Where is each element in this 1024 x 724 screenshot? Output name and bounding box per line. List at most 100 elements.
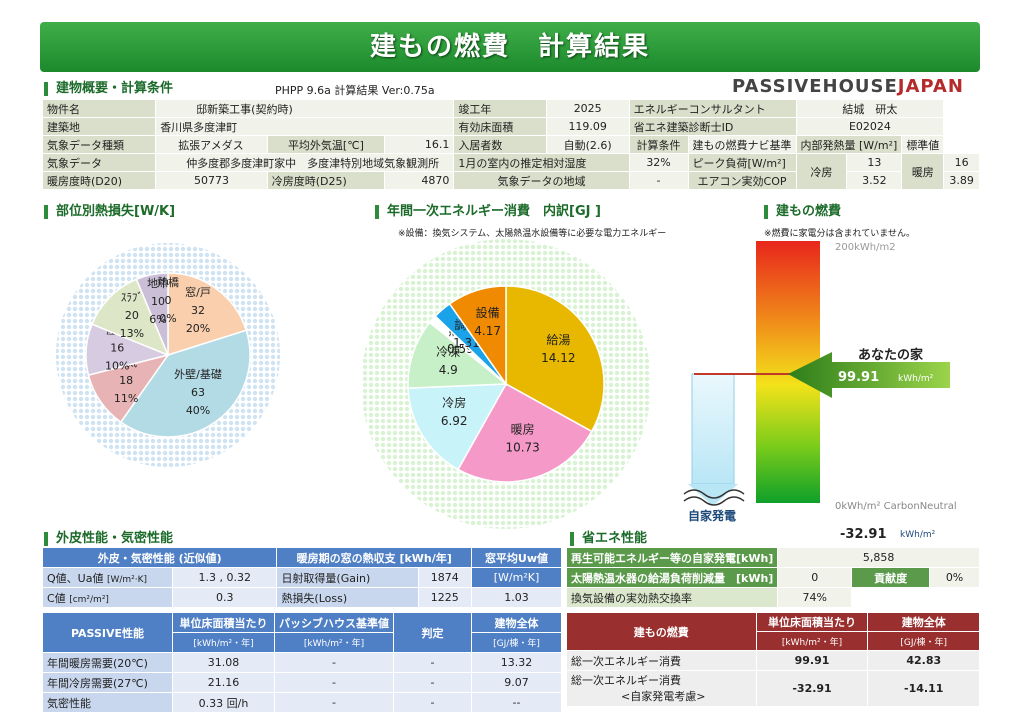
fuel-table: 建もの燃費 単位床面積当たり 建物全体 [kWh/m²・年] [GJ/棟・年] … [566, 612, 980, 707]
cell: 太陽熱温水器の給湯負荷削減量 [kWh] [565, 567, 779, 588]
cell: 13 [846, 153, 903, 172]
cell: 1.3 , 0.32 [171, 567, 278, 588]
cell: 74% [777, 587, 853, 608]
cell: 0.33 回/h [172, 692, 275, 713]
cell: 1.03 [471, 587, 562, 608]
cell: 暖房 [901, 153, 945, 190]
energy-note: ※設備：換気システム、太陽熱温水設備等に必要な電力エネルギー [398, 229, 667, 239]
cell: [kWh/m²・年] [274, 632, 394, 653]
cell: - [274, 652, 394, 673]
cell: 暖房度時(D20) [41, 171, 157, 190]
cell: -- [471, 692, 562, 713]
cell [851, 587, 980, 608]
cell: 気象データ [41, 153, 157, 172]
pie-label: 地中 10 6% [147, 277, 169, 326]
section-saving-title: 省エネ性能 [570, 532, 647, 546]
q-label: Q値、Ua値 [47, 571, 104, 585]
fuel-bar-chart: 200kWh/m2 0kWh/m² CarbonNeutral あなたの家 99… [683, 241, 957, 538]
cell: 冷房 [795, 153, 848, 190]
cell: 1225 [417, 587, 473, 608]
cell: 単位床面積当たり [172, 612, 275, 633]
cell: - [393, 672, 472, 693]
cell: 3.89 [943, 171, 980, 190]
pie-label: 給湯 14.12 [541, 333, 575, 365]
self-generation-arrow [688, 484, 738, 506]
cell: 総一次エネルギー消費 [566, 650, 757, 671]
cell: 0.3 [171, 587, 278, 608]
your-house-value: 99.91 [838, 370, 879, 385]
cell: エネルギーコンサルタント [628, 99, 797, 118]
cell: 邸新築工事(契約時) [155, 99, 455, 118]
logo-main: PASSIVEHOUSE [732, 76, 898, 97]
cell: 外皮・気密性能 (近似値) [41, 547, 278, 568]
section-heat-loss-title: 部位別熱損失[W/K] [44, 205, 175, 219]
self-generation-label: 自家発電 [688, 508, 736, 523]
cell: - [274, 692, 394, 713]
cell: 気密性能 [42, 692, 173, 713]
cell: 年間暖房需要(20℃) [42, 652, 173, 673]
your-house-unit: kWh/m² [898, 374, 934, 384]
cell: 拡張アメダス [155, 135, 268, 154]
fuel-top-label: 200kWh/m2 [835, 242, 896, 253]
pie-label: 暖房 10.73 [505, 421, 539, 454]
your-house-arrow [788, 352, 950, 398]
cell: 5,858 [777, 547, 980, 568]
cell: - [628, 171, 689, 190]
cell: 竣工年 [453, 99, 547, 118]
cell: 再生可能エネルギー等の自家発電[kWh] [565, 547, 779, 568]
cell: 窓平均Uw値 [471, 547, 562, 568]
fuel-bottom-label: 0kWh/m² CarbonNeutral [835, 501, 957, 512]
cell: 建もの燃費ナビ基準 [687, 135, 797, 154]
cell: 冷房度時(D25) [266, 171, 386, 190]
cell: エアコン実効COP [687, 171, 797, 190]
cell: 総一次エネルギー消費 <自家発電考慮> [566, 670, 757, 707]
cell: 16.1 [384, 135, 455, 154]
cell: 42.83 [867, 650, 980, 671]
pie-label: 熱橋 0 0% [157, 275, 179, 325]
pie-slice [91, 278, 170, 357]
cell: 0 [777, 567, 853, 588]
c-unit: [cm²/m²] [69, 594, 109, 605]
pie-slice [448, 285, 507, 387]
cell: 単位床面積当たり [755, 612, 869, 632]
pie-label: 設備 4.17 [474, 305, 501, 338]
cell: 1月の室内の推定相対湿度 [453, 153, 630, 172]
cell: 建築地 [41, 117, 157, 136]
cell: 99.91 [755, 650, 869, 671]
cell: [GJ/棟・年] [471, 632, 562, 653]
pie-label: ｽﾗﾌﾞ 20 13% [120, 291, 144, 340]
pie-slice [119, 329, 251, 438]
pie-slice [135, 272, 169, 356]
cell: -14.11 [867, 670, 980, 707]
envelope-table: 外皮・気密性能 (近似値) 暖房期の窓の熱収支 [kWh/年] 窓平均Uw値 Q… [41, 547, 562, 608]
cell: 入居者数 [453, 135, 547, 154]
pie-label: 冷房 6.92 [441, 395, 468, 428]
cell: 31.08 [172, 652, 275, 673]
cell: 0% [929, 567, 980, 588]
cell: 標準値 [901, 135, 945, 154]
cell: 年間冷房需要(27℃) [42, 672, 173, 693]
page-title: 建もの燃費 計算結果 [40, 22, 980, 72]
pie-label: 外壁/基礎 63 40% [174, 367, 222, 417]
cell: -32.91 [755, 670, 869, 707]
q-unit: [W/m²·K] [106, 574, 148, 585]
fuel-note: ※燃費に家電分は含まれていません。 [764, 229, 916, 239]
pie-slice [167, 272, 248, 357]
cell: 香川県多度津町 [155, 117, 455, 136]
logo-accent: JAPAN [897, 76, 964, 97]
pie-slice [457, 382, 593, 483]
cell: [kWh/m²・年] [172, 632, 275, 653]
self-generation-bar [691, 373, 735, 485]
cell: ピーク負荷[W/m²] [687, 153, 797, 172]
pie-slice [407, 383, 508, 471]
cell: [kWh/m²・年] [755, 631, 869, 651]
cell: 4870 [384, 171, 455, 190]
your-house-label: あなたの家 [858, 347, 924, 363]
c-label: C値 [47, 591, 66, 605]
version-label: PHPP 9.6a 計算結果 Ver:0.75a [275, 84, 435, 97]
row-label: 総一次エネルギー消費 [571, 673, 681, 687]
pie-label: 窓/戸 32 20% [185, 285, 211, 335]
self-generation-value: -32.91 [840, 527, 887, 538]
cell: 暖房期の窓の熱収支 [kWh/年] [276, 547, 472, 568]
cell: 計算条件 [628, 135, 689, 154]
